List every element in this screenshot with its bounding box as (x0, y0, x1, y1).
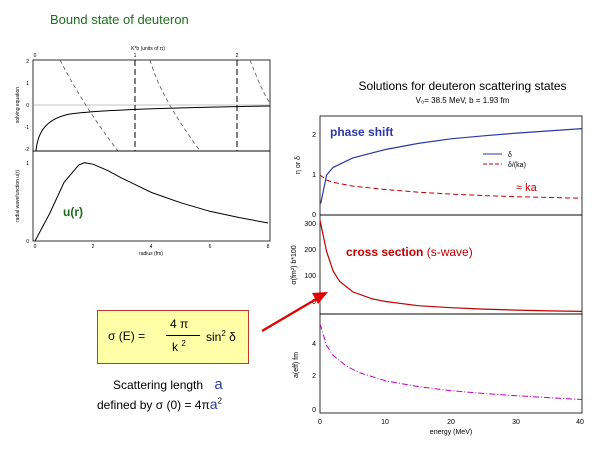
aeff-ytick-0: 0 (312, 407, 316, 414)
phase-ytick-0: 0 (312, 212, 316, 219)
xtick-0: 0 (318, 419, 322, 426)
dashed-branch-2 (149, 59, 201, 152)
bottom-ytick-1: 1 (26, 161, 29, 167)
cross-ylabel: σ(fm²) b*100 (291, 245, 298, 284)
scattering-title: Solutions for deuteron scattering states (358, 79, 567, 93)
bottom-xlabel: radius (fm) (139, 251, 163, 257)
top-ytick-2: 2 (26, 59, 29, 65)
top-tick-0: 0 (34, 53, 37, 59)
bottom-ylabel: radial wavefunction u(r) (15, 170, 21, 222)
bound-state-title: Bound state of deuteron (50, 12, 189, 27)
bottom-xtick-0: 0 (34, 244, 37, 250)
dashed-branch-3 (249, 59, 271, 104)
arrow-head (312, 292, 328, 304)
cross-ytick-100: 100 (304, 273, 316, 280)
aeff-ytick-2: 2 (312, 373, 316, 380)
bottom-xtick-2: 2 (92, 244, 95, 250)
formula-box: σ (E) = 4 π k 2 sin2 δ (97, 310, 249, 364)
xtick-20: 20 (447, 419, 455, 426)
fraction-bar (166, 335, 200, 336)
aeff-curve (319, 323, 583, 400)
bound-top-plot: K*b (units of π) 0 1 2 2 1 0 -1 -2 solvi… (15, 46, 271, 153)
aeff-panel: 4 2 0 a(eff) fm 0 10 20 30 40 energy (Me… (293, 313, 584, 436)
delta-curve (320, 128, 583, 204)
cross-ytick-200: 200 (304, 247, 316, 254)
ratio-curve (319, 174, 583, 199)
aeff-frame (319, 313, 583, 414)
bound-bottom-plot: 1 0 radial wavefunction u(r) 0 2 4 6 8 r… (15, 150, 271, 257)
formula-rhs: sin2 δ (206, 329, 236, 344)
cross-section-label: cross section (s-wave) (346, 245, 473, 259)
top-ytick-m2: -2 (25, 147, 30, 153)
energy-xlabel: energy (MeV) (430, 429, 472, 436)
xtick-40: 40 (576, 419, 584, 426)
aeff-ylabel: a(eff) fm (293, 352, 300, 378)
top-tick-1: 1 (134, 53, 137, 59)
scattering-definition-line: defined by σ (0) = 4πa2 (97, 396, 222, 412)
phase-ytick-1: 1 (312, 172, 316, 179)
bound-top-frame (32, 59, 271, 152)
top-ylabel: solving equation (15, 87, 21, 123)
ur-curve (34, 162, 269, 242)
scattering-length-text: Scattering length (113, 378, 204, 392)
cross-panel: cross section (s-wave) 300 200 100 0 σ(f… (291, 214, 583, 315)
formula-denominator: k 2 (172, 339, 186, 354)
top-ytick-m1: -1 (25, 125, 30, 131)
cross-ytick-300: 300 (304, 221, 316, 228)
bottom-xtick-6: 6 (209, 244, 212, 250)
scattering-length-line: Scattering length a (113, 376, 223, 393)
arrow-shaft (261, 297, 319, 332)
xtick-30: 30 (512, 419, 520, 426)
aeff-ytick-4: 4 (312, 341, 316, 348)
phase-panel: phase shift 2 1 0 η or δ δ δ/(ka) ≈ ka (295, 115, 583, 219)
top-ytick-0: 0 (26, 103, 29, 109)
ur-label: u(r) (63, 205, 83, 219)
bottom-xtick-4: 4 (150, 244, 153, 250)
top-tick-2: 2 (236, 53, 239, 59)
dashed-branch-1 (59, 59, 119, 152)
formula-lhs: σ (E) = (108, 329, 146, 343)
legend-delta-label: δ (508, 152, 512, 159)
solid-curve (35, 105, 271, 152)
phase-ytick-2: 2 (312, 132, 316, 139)
cross-frame (319, 214, 583, 315)
bottom-ytick-0: 0 (26, 239, 29, 245)
definition-text: defined by σ (0) = 4π (97, 398, 210, 412)
top-ytick-1: 1 (26, 81, 29, 87)
phase-ylabel: η or δ (295, 156, 302, 174)
bound-bottom-frame (32, 150, 271, 242)
cross-ytick-0: 0 (312, 299, 316, 306)
formula-numerator: 4 π (170, 317, 189, 331)
approx-ka-label: ≈ ka (516, 182, 538, 194)
red-arrow (261, 292, 328, 332)
cross-curve (319, 220, 583, 312)
bottom-xtick-8: 8 (267, 244, 270, 250)
definition-symbol: a2 (209, 396, 222, 412)
xtick-10: 10 (381, 419, 389, 426)
scattering-subtitle: V₀= 38.5 MeV, b = 1.93 fm (415, 96, 510, 105)
phase-shift-label: phase shift (330, 125, 393, 139)
scattering-length-symbol: a (214, 376, 223, 393)
legend-ratio-label: δ/(ka) (508, 162, 526, 169)
top-axis-label: K*b (units of π) (131, 46, 165, 52)
